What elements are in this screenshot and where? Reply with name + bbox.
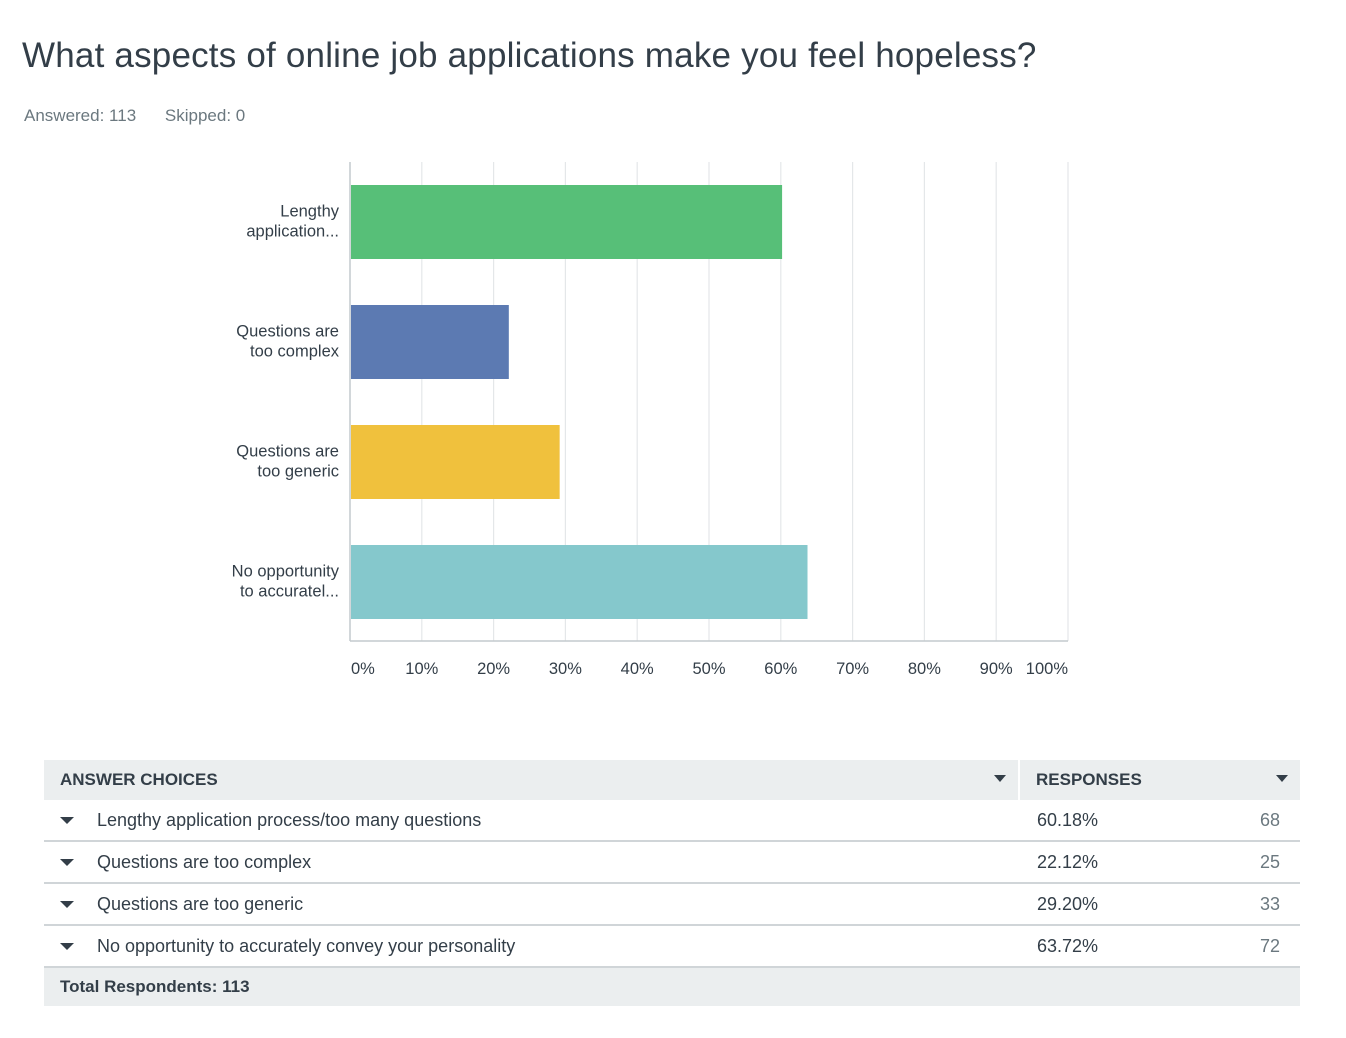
- table-row: Questions are too complex 22.12% 25: [44, 842, 1300, 884]
- expand-toggle[interactable]: [44, 926, 90, 966]
- x-tick-label: 70%: [836, 660, 869, 678]
- caret-down-icon: [60, 901, 74, 908]
- bar-chart: Lengthy application... Questions are too co…: [232, 162, 1069, 678]
- expand-toggle[interactable]: [44, 842, 90, 882]
- answer-choices-table: ANSWER CHOICES RESPONSES Lengthy applica…: [44, 760, 1300, 1006]
- expand-toggle[interactable]: [44, 800, 90, 840]
- caret-down-icon: [60, 859, 74, 866]
- x-tick-label: 80%: [908, 660, 941, 678]
- x-tick-label: 90%: [980, 660, 1013, 678]
- answer-label: Questions are too complex: [97, 851, 312, 872]
- x-tick-label: 20%: [477, 660, 510, 678]
- response-count: 25: [1259, 851, 1280, 872]
- table-row: No opportunity to accurately convey your…: [44, 926, 1300, 968]
- category-label: Questions are: [236, 322, 339, 340]
- answer-label: No opportunity to accurately convey your…: [97, 935, 516, 956]
- x-tick-label: 50%: [692, 660, 725, 678]
- answer-choices-header[interactable]: ANSWER CHOICES: [44, 760, 1020, 800]
- x-tick-label: 30%: [549, 660, 582, 678]
- response-percent: 60.18%: [1037, 809, 1099, 830]
- sort-down-icon[interactable]: [1276, 775, 1288, 782]
- category-label: Lengthy: [280, 202, 339, 220]
- table-header: ANSWER CHOICES RESPONSES: [44, 760, 1300, 800]
- x-tick-label: 100%: [1026, 660, 1069, 678]
- response-count: 33: [1259, 893, 1280, 914]
- x-tick-label: 10%: [405, 660, 438, 678]
- responses-header[interactable]: RESPONSES: [1020, 760, 1300, 800]
- response-count: 72: [1259, 935, 1280, 956]
- caret-down-icon: [60, 817, 74, 824]
- sort-down-icon[interactable]: [994, 775, 1006, 782]
- response-summary: Answered: 113 Skipped: 0: [24, 106, 269, 126]
- question-title: What aspects of online job applications …: [22, 36, 1037, 75]
- response-percent: 29.20%: [1037, 893, 1099, 914]
- x-tick-label: 0%: [351, 660, 375, 678]
- response-percent: 22.12%: [1037, 851, 1099, 872]
- response-percent: 63.72%: [1037, 935, 1099, 956]
- category-label: application...: [246, 222, 339, 240]
- expand-toggle[interactable]: [44, 884, 90, 924]
- category-label: to accuratel...: [240, 582, 339, 600]
- answered-count: Answered: 113: [24, 106, 137, 125]
- category-label: Questions are: [236, 442, 339, 460]
- category-label: too complex: [250, 342, 340, 360]
- bar: [351, 185, 783, 259]
- bar: [351, 545, 808, 619]
- bar: [351, 305, 509, 379]
- answer-label: Questions are too generic: [97, 893, 304, 914]
- table-row: Questions are too generic 29.20% 33: [44, 884, 1300, 926]
- bar: [351, 425, 560, 499]
- table-row: Lengthy application process/too many que…: [44, 800, 1300, 842]
- caret-down-icon: [60, 943, 74, 950]
- category-label: too generic: [257, 462, 339, 480]
- category-label: No opportunity: [232, 562, 340, 580]
- skipped-count: Skipped: 0: [164, 106, 246, 125]
- x-tick-label: 40%: [621, 660, 654, 678]
- answer-label: Lengthy application process/too many que…: [97, 809, 482, 830]
- x-tick-label: 60%: [764, 660, 797, 678]
- response-count: 68: [1259, 809, 1280, 830]
- total-respondents: Total Respondents: 113: [44, 968, 1300, 1006]
